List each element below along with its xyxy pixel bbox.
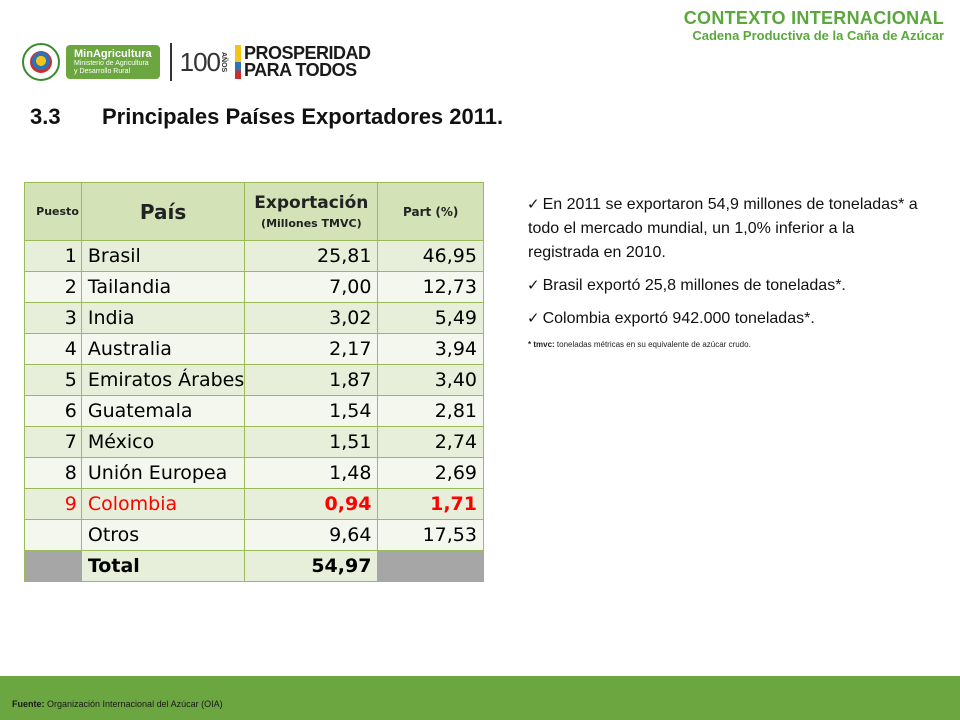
cell-export: 25,81 xyxy=(244,240,379,272)
checkmark-icon: ✓ xyxy=(527,309,540,327)
table-row: 7 México 1,51 2,74 xyxy=(24,426,484,458)
cell-export: 9,64 xyxy=(244,519,379,551)
bullet-item: ✓ En 2011 se exportaron 54,9 millones de … xyxy=(527,192,928,265)
cell-export: 2,17 xyxy=(244,333,379,365)
cell-share: 17,53 xyxy=(377,519,484,551)
cell-rank: 2 xyxy=(24,271,82,303)
table-row-highlighted: 9 Colombia 0,94 1,71 xyxy=(24,488,484,520)
exporters-table: Puesto País Exportación (Millones TMVC) … xyxy=(24,182,484,582)
cell-share: 2,74 xyxy=(377,426,484,458)
cell-share: 5,49 xyxy=(377,302,484,334)
cell-rank: 1 xyxy=(24,240,82,272)
colombia-seal-icon xyxy=(22,43,60,81)
ministry-logo-name: MinAgricultura xyxy=(74,48,152,60)
table-row: 2 Tailandia 7,00 12,73 xyxy=(24,271,484,303)
bullet-item: ✓ Brasil exportó 25,8 millones de tonelad… xyxy=(527,273,928,298)
anniversary-word: AÑOS xyxy=(220,51,228,73)
logo-divider xyxy=(169,43,172,81)
ministry-logo: MinAgricultura Ministerio de Agricultura… xyxy=(66,45,160,79)
table-total-row: Total 54,97 xyxy=(24,550,484,582)
cell-export: 7,00 xyxy=(244,271,379,303)
bullet-list: ✓ En 2011 se exportaron 54,9 millones de … xyxy=(527,192,928,351)
cell-rank xyxy=(24,519,82,551)
header-export-label: Exportación xyxy=(254,193,369,213)
table-row: 3 India 3,02 5,49 xyxy=(24,302,484,334)
header-subtitle: Cadena Productiva de la Caña de Azúcar xyxy=(692,28,944,43)
cell-country: Tailandia xyxy=(80,271,246,303)
table-row: 6 Guatemala 1,54 2,81 xyxy=(24,395,484,427)
cell-total-label: Total xyxy=(80,550,246,582)
footer-source: Fuente: Organización Internacional del A… xyxy=(12,699,223,709)
cell-rank: 7 xyxy=(24,426,82,458)
cell-share: 46,95 xyxy=(377,240,484,272)
header: CONTEXTO INTERNACIONAL Cadena Productiva… xyxy=(684,8,944,44)
cell-export: 1,87 xyxy=(244,364,379,396)
ministry-logo-line2: y Desarrollo Rural xyxy=(74,68,131,75)
cell-export: 3,02 xyxy=(244,302,379,334)
checkmark-icon: ✓ xyxy=(527,276,540,294)
header-rank: Puesto xyxy=(24,182,82,241)
header-export: Exportación (Millones TMVC) xyxy=(244,182,379,241)
header-country: País xyxy=(80,182,246,241)
header-title: CONTEXTO INTERNACIONAL xyxy=(683,8,944,28)
section-title: 3.3 Principales Países Exportadores 2011. xyxy=(30,104,503,130)
footnote-text: toneladas métricas en su equivalente de … xyxy=(554,340,751,349)
checkmark-icon: ✓ xyxy=(527,195,540,213)
bullet-text: Colombia exportó 942.000 toneladas*. xyxy=(542,310,815,327)
bullet-text: En 2011 se exportaron 54,9 millones de t… xyxy=(528,196,918,261)
footer-label: Fuente: xyxy=(12,699,45,709)
table-header-row: Puesto País Exportación (Millones TMVC) … xyxy=(24,182,484,241)
cell-country: Brasil xyxy=(80,240,246,272)
cell-export: 1,48 xyxy=(244,457,379,489)
cell-share-empty xyxy=(377,550,484,582)
table-row: 5 Emiratos Árabes 1,87 3,40 xyxy=(24,364,484,396)
header-share: Part (%) xyxy=(377,182,484,241)
cell-export: 0,94 xyxy=(244,488,379,520)
ministry-logo-line1: Ministerio de Agricultura xyxy=(74,60,149,67)
footer-bar: Fuente: Organización Internacional del A… xyxy=(0,676,960,720)
header-export-unit: (Millones TMVC) xyxy=(261,217,362,230)
cell-share: 2,69 xyxy=(377,457,484,489)
cell-rank: 6 xyxy=(24,395,82,427)
section-title-text: Principales Países Exportadores 2011. xyxy=(102,104,504,129)
table-row: 1 Brasil 25,81 46,95 xyxy=(24,240,484,272)
cell-share: 3,94 xyxy=(377,333,484,365)
cell-country: India xyxy=(80,302,246,334)
cell-rank: 8 xyxy=(24,457,82,489)
slogan-line1: PROSPERIDAD xyxy=(244,43,371,63)
cell-country: Guatemala xyxy=(80,395,246,427)
cell-rank: 3 xyxy=(24,302,82,334)
cell-country: Otros xyxy=(80,519,246,551)
cell-rank: 5 xyxy=(24,364,82,396)
footnote: * tmvc: toneladas métricas en su equival… xyxy=(528,339,928,351)
anniversary-number: 100 xyxy=(179,46,221,77)
cell-export: 1,51 xyxy=(244,426,379,458)
section-number: 3.3 xyxy=(30,104,61,129)
cell-country: Australia xyxy=(80,333,246,365)
cell-country: Unión Europea xyxy=(80,457,246,489)
cell-share: 2,81 xyxy=(377,395,484,427)
cell-share: 3,40 xyxy=(377,364,484,396)
cell-rank: 9 xyxy=(24,488,82,520)
cell-country: México xyxy=(80,426,246,458)
cell-rank: 4 xyxy=(24,333,82,365)
cell-country: Emiratos Árabes xyxy=(80,364,246,396)
bullet-text: Brasil exportó 25,8 millones de tonelada… xyxy=(542,277,846,294)
bullet-item: ✓ Colombia exportó 942.000 toneladas*. xyxy=(527,306,928,331)
cell-total-export: 54,97 xyxy=(244,550,379,582)
footer-source-text: Organización Internacional del Azúcar (O… xyxy=(44,699,223,709)
table-row: 4 Australia 2,17 3,94 xyxy=(24,333,484,365)
flag-bar-icon xyxy=(235,45,242,79)
footnote-term: * tmvc: xyxy=(528,340,555,349)
cell-rank-empty xyxy=(24,550,82,582)
table-row: Otros 9,64 17,53 xyxy=(24,519,484,551)
prosperidad-logo: PROSPERIDAD PARA TODOS xyxy=(235,43,371,80)
cell-share: 1,71 xyxy=(377,488,484,520)
slogan-line2: PARA TODOS xyxy=(244,60,357,80)
cell-country: Colombia xyxy=(80,488,246,520)
table-row: 8 Unión Europea 1,48 2,69 xyxy=(24,457,484,489)
cell-export: 1,54 xyxy=(244,395,379,427)
cell-share: 12,73 xyxy=(377,271,484,303)
logo-strip: MinAgricultura Ministerio de Agricultura… xyxy=(22,42,371,82)
